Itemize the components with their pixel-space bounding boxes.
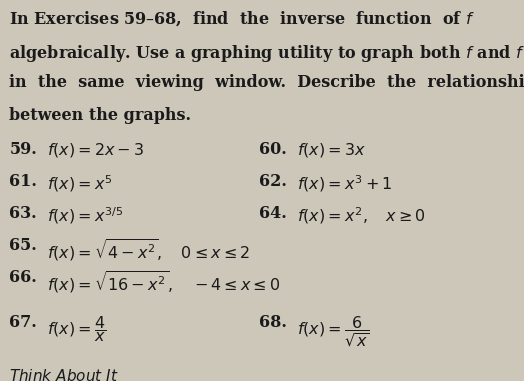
Text: in  the  same  viewing  window.  Describe  the  relationship: in the same viewing window. Describe the… bbox=[9, 74, 524, 91]
Text: 59.: 59. bbox=[9, 141, 37, 158]
Text: 65.: 65. bbox=[9, 237, 37, 254]
Text: $f(x) = \sqrt{16 - x^2}, \quad -4 \leq x \leq 0$: $f(x) = \sqrt{16 - x^2}, \quad -4 \leq x… bbox=[47, 269, 281, 295]
Text: In Exercises 59–68,  find  the  inverse  function  of $f$: In Exercises 59–68, find the inverse fun… bbox=[9, 10, 475, 28]
Text: 61.: 61. bbox=[9, 173, 37, 190]
Text: $\bf{\it{Think\ About\ It}}$: $\bf{\it{Think\ About\ It}}$ bbox=[9, 368, 119, 381]
Text: $f(x) = \sqrt{4 - x^2}, \quad 0 \leq x \leq 2$: $f(x) = \sqrt{4 - x^2}, \quad 0 \leq x \… bbox=[47, 237, 250, 263]
Text: 67.: 67. bbox=[9, 314, 37, 331]
Text: 68.: 68. bbox=[259, 314, 287, 331]
Text: $f(x) = x^5$: $f(x) = x^5$ bbox=[47, 173, 113, 194]
Text: $f(x) = 3x$: $f(x) = 3x$ bbox=[297, 141, 366, 159]
Text: 60.: 60. bbox=[259, 141, 287, 158]
Text: algebraically. Use a graphing utility to graph both $f$ and $f^{-1}$: algebraically. Use a graphing utility to… bbox=[9, 42, 524, 65]
Text: $f(x) = x^2, \quad x \geq 0$: $f(x) = x^2, \quad x \geq 0$ bbox=[297, 205, 426, 226]
Text: 62.: 62. bbox=[259, 173, 287, 190]
Text: 64.: 64. bbox=[259, 205, 287, 222]
Text: $f(x) = x^{3/5}$: $f(x) = x^{3/5}$ bbox=[47, 205, 124, 226]
Text: $f(x) = \dfrac{4}{x}$: $f(x) = \dfrac{4}{x}$ bbox=[47, 314, 106, 344]
Text: $f(x) = x^3 + 1$: $f(x) = x^3 + 1$ bbox=[297, 173, 392, 194]
Text: 63.: 63. bbox=[9, 205, 37, 222]
Text: 66.: 66. bbox=[9, 269, 37, 286]
Text: $f(x) = 2x - 3$: $f(x) = 2x - 3$ bbox=[47, 141, 145, 159]
Text: $f(x) = \dfrac{6}{\sqrt{x}}$: $f(x) = \dfrac{6}{\sqrt{x}}$ bbox=[297, 314, 370, 349]
Text: between the graphs.: between the graphs. bbox=[9, 107, 191, 124]
